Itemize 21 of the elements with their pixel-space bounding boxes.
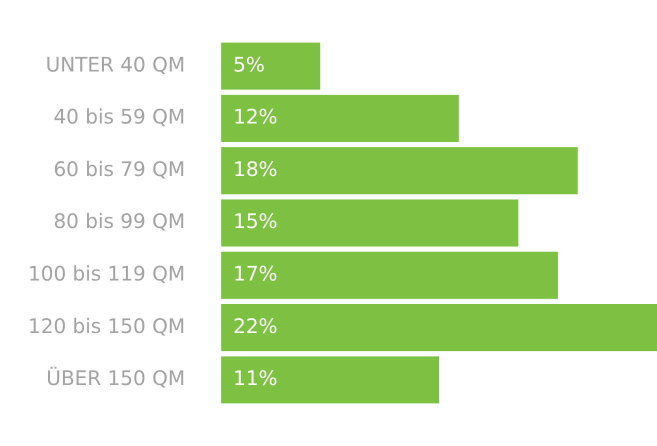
bar xyxy=(221,42,320,90)
bar xyxy=(221,356,440,404)
data-label: 18% xyxy=(233,156,278,181)
y-tick-label: 40 bis 59 QM xyxy=(53,104,186,129)
y-tick-label: 80 bis 99 QM xyxy=(53,209,186,234)
y-tick-label: ÜBER 150 QM xyxy=(46,366,186,390)
bar xyxy=(221,147,578,194)
data-label: 22% xyxy=(233,314,278,338)
y-tick-label: 100 bis 119 QM xyxy=(28,261,186,286)
bar xyxy=(221,199,518,247)
data-label: 15% xyxy=(233,209,278,234)
bar xyxy=(221,252,558,299)
data-label: 17% xyxy=(233,261,278,286)
bar xyxy=(221,94,459,142)
data-label: 12% xyxy=(233,104,278,129)
data-label: 11% xyxy=(233,366,278,390)
bar xyxy=(221,304,657,352)
data-label: 5% xyxy=(233,52,265,76)
y-tick-label: 120 bis 150 QM xyxy=(28,314,186,338)
y-tick-label: 60 bis 79 QM xyxy=(53,156,186,181)
y-tick-label: UNTER 40 QM xyxy=(46,52,186,76)
